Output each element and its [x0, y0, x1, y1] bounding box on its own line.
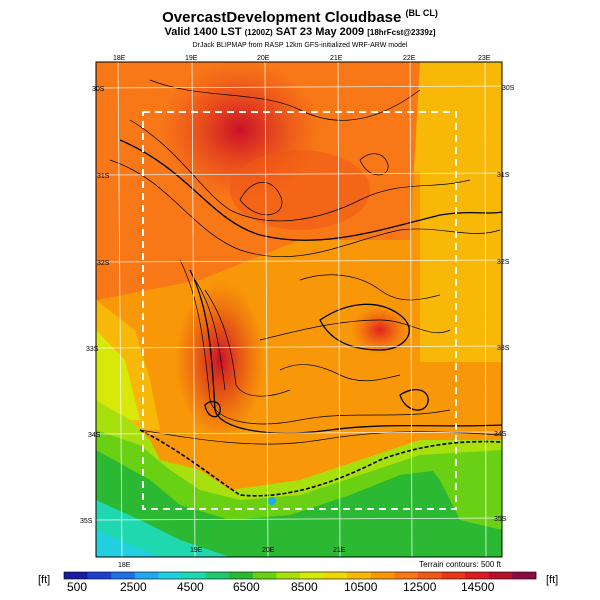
- svg-text:31S: 31S: [97, 173, 110, 180]
- svg-text:35S: 35S: [494, 516, 507, 523]
- colorbar-swatch: [252, 572, 277, 579]
- colorbar-swatch: [205, 572, 230, 579]
- svg-text:34S: 34S: [88, 432, 101, 439]
- colorbar-tick: 2500: [120, 580, 147, 594]
- colorbar-swatch: [276, 572, 301, 579]
- colorbar-swatch: [370, 572, 395, 579]
- colorbar-swatch: [87, 572, 112, 579]
- svg-text:20E: 20E: [262, 547, 275, 554]
- svg-text:18E: 18E: [118, 562, 131, 569]
- colorbar-tick: 4500: [177, 580, 204, 594]
- colorbar-tick: 14500: [461, 580, 495, 594]
- svg-text:35S: 35S: [80, 518, 93, 525]
- colorbar-swatch: [488, 572, 513, 579]
- colorbar: [63, 571, 537, 580]
- colorbar-swatch: [300, 572, 324, 579]
- colorbar-swatch: [158, 572, 183, 579]
- colorbar-unit-right: [ft]: [546, 574, 559, 586]
- colorbar-swatch: [394, 572, 419, 579]
- svg-text:22E: 22E: [403, 55, 416, 62]
- model-credit: DrJack BLIPMAP from RASP 12km GFS-initia…: [192, 42, 408, 49]
- colorbar-unit-left: [ft]: [38, 574, 51, 586]
- colorbar-swatch: [465, 572, 490, 579]
- colorbar-swatch: [347, 572, 372, 579]
- colorbar-swatch: [182, 572, 206, 579]
- colorbar-tick: 8500: [291, 580, 318, 594]
- svg-text:21E: 21E: [333, 547, 346, 554]
- svg-text:34S: 34S: [494, 431, 507, 438]
- colorbar-tick: 12500: [403, 580, 437, 594]
- svg-text:23E: 23E: [478, 55, 491, 62]
- map-field: [96, 62, 502, 557]
- colorbar-swatch: [441, 572, 466, 579]
- svg-text:30S: 30S: [92, 86, 105, 93]
- colorbar-swatch: [418, 572, 442, 579]
- lat-labels-left: 30S 31S 32S 33S 34S 35S: [80, 86, 110, 525]
- svg-text:18E: 18E: [113, 55, 126, 62]
- colorbar-swatch: [323, 572, 348, 579]
- colorbar-swatch: [134, 572, 159, 579]
- terrain-contour-note: Terrain contours: 500 ft: [419, 560, 501, 569]
- svg-text:30S: 30S: [502, 85, 515, 92]
- lon-labels-bottom: 18E 19E 20E 21E: [118, 547, 346, 569]
- lon-labels-top: 18E 19E 20E 21E 22E 23E: [113, 55, 491, 62]
- svg-text:19E: 19E: [190, 547, 203, 554]
- svg-text:20E: 20E: [257, 55, 270, 62]
- svg-text:21E: 21E: [330, 55, 343, 62]
- colorbar-tick: 10500: [344, 580, 378, 594]
- colorbar-tick: 6500: [233, 580, 260, 594]
- svg-text:32S: 32S: [97, 260, 110, 267]
- lat-labels-right: 30S 31S 32S 33S 34S 35S: [494, 85, 515, 523]
- svg-text:19E: 19E: [185, 55, 198, 62]
- svg-text:33S: 33S: [497, 345, 510, 352]
- svg-text:33S: 33S: [86, 346, 99, 353]
- colorbar-swatch: [111, 572, 136, 579]
- colorbar-swatch: [229, 572, 254, 579]
- svg-text:31S: 31S: [497, 172, 510, 179]
- colorbar-swatch: [64, 572, 88, 579]
- valid-time: Valid 1400 LST (1200Z) SAT 23 May 2009 […: [164, 26, 436, 38]
- colorbar-swatch: [512, 572, 537, 579]
- svg-text:32S: 32S: [497, 259, 510, 266]
- colorbar-frame: [63, 571, 537, 580]
- colorbar-tick: 500: [67, 580, 88, 594]
- map-title: OvercastDevelopment Cloudbase (BL CL): [162, 8, 438, 26]
